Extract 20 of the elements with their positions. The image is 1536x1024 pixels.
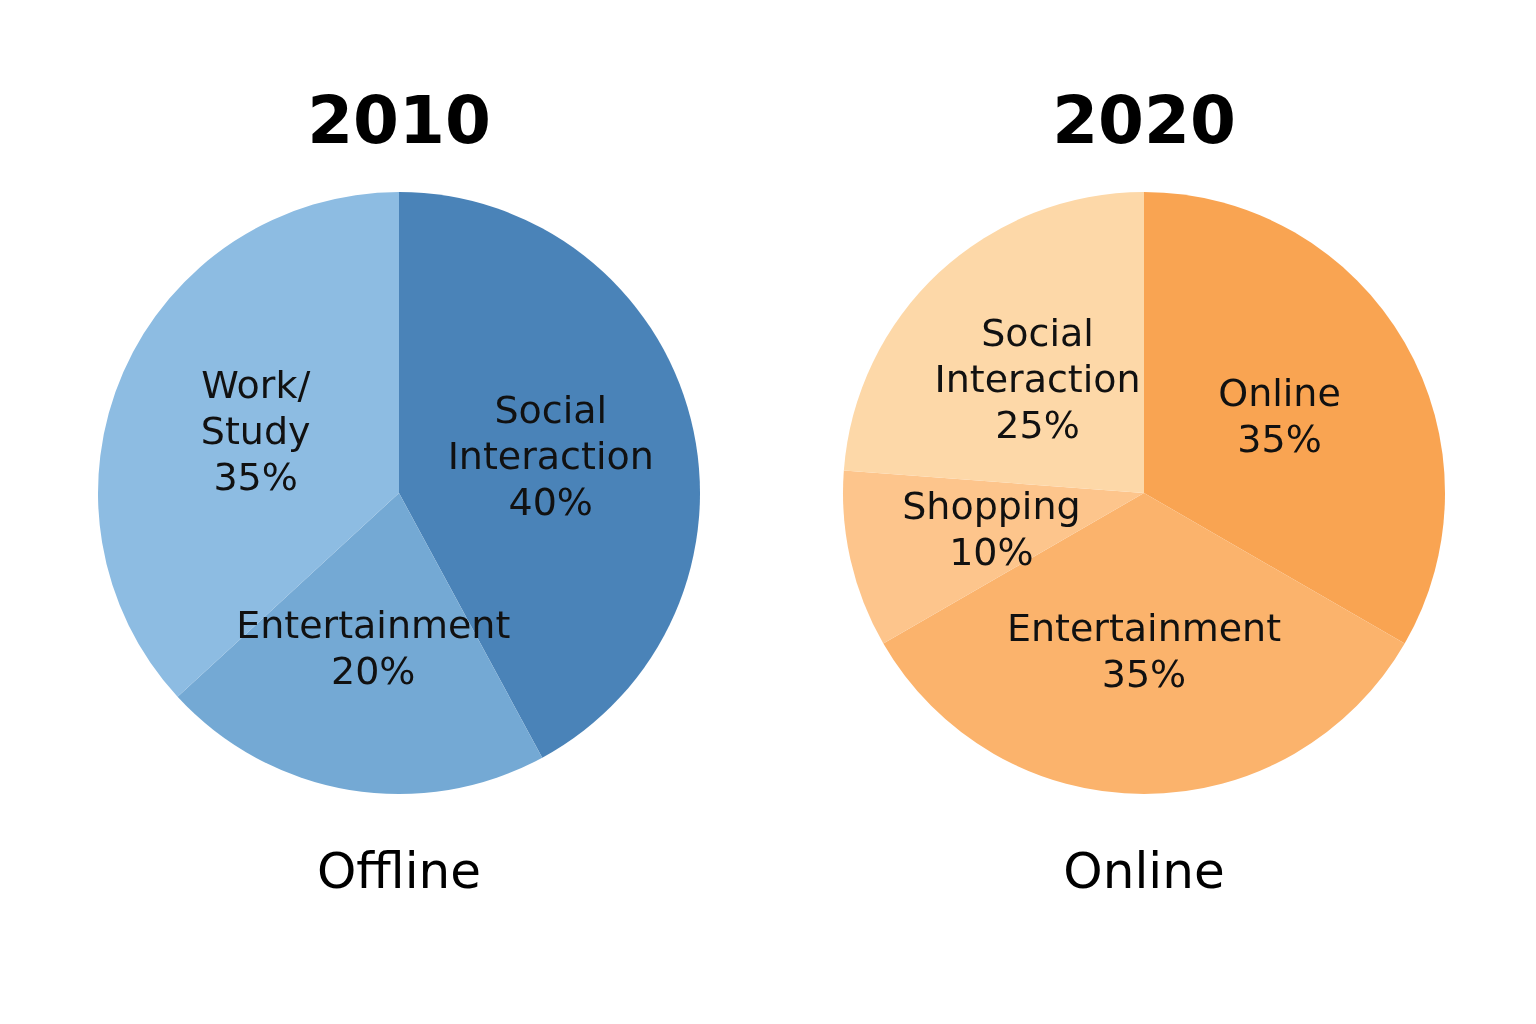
slice-label: Online [1218, 370, 1341, 415]
text: Offline [316, 842, 482, 900]
chart-title: 2020 [1052, 82, 1236, 159]
slice-label: Social Interaction [934, 311, 1141, 402]
data-label: 35% [213, 455, 298, 500]
data-label: 35% [1237, 416, 1322, 461]
data-label: 10% [949, 529, 1034, 574]
slice-label: Entertainment [1006, 605, 1282, 650]
data-label: 40% [508, 479, 593, 524]
slice-label: Shopping [902, 483, 1081, 528]
slice-label: Work/Study [200, 363, 311, 454]
data-label: 35% [1101, 651, 1187, 696]
slice-label: Social Interaction [447, 387, 654, 478]
data-label: 25% [995, 403, 1080, 448]
text: Online [1063, 842, 1225, 900]
chart-title: 2010 [307, 82, 491, 159]
slice-label: Entertainment [236, 603, 511, 648]
pie-slice [883, 493, 1405, 794]
data-label: 20% [331, 649, 416, 694]
pie-slice [843, 192, 1144, 493]
